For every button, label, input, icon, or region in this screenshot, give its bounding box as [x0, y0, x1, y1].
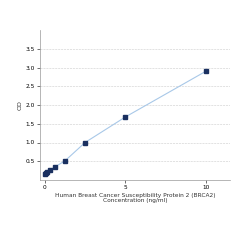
- Y-axis label: OD: OD: [18, 100, 23, 110]
- X-axis label: Human Breast Cancer Susceptibility Protein 2 (BRCA2)
Concentration (ng/ml): Human Breast Cancer Susceptibility Prote…: [55, 193, 215, 203]
